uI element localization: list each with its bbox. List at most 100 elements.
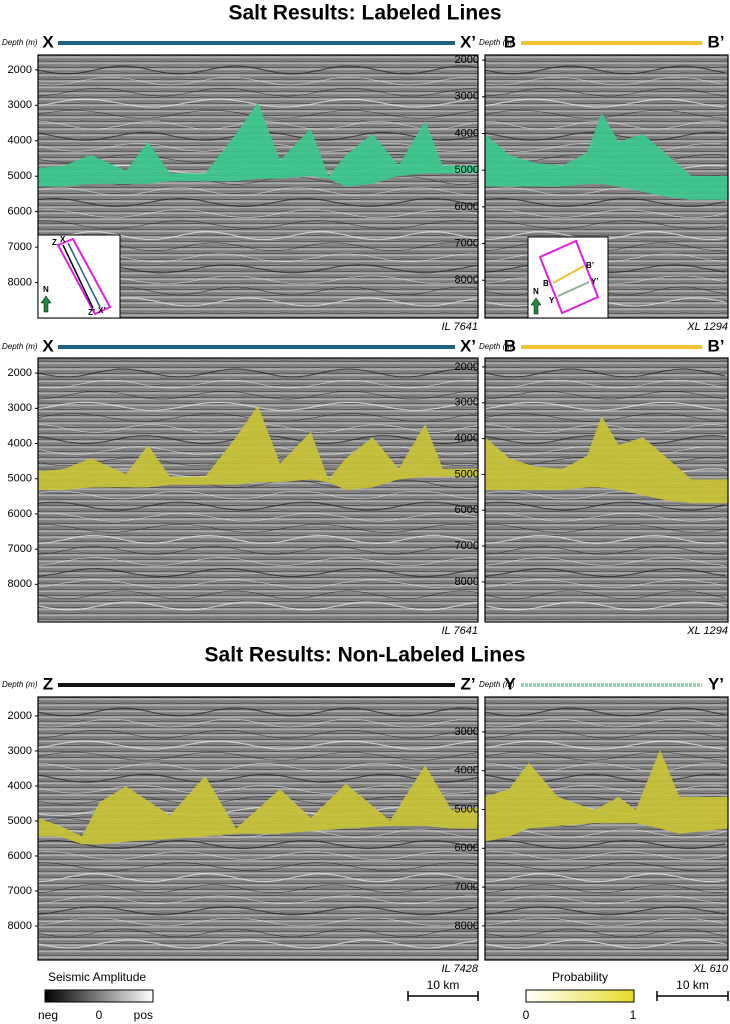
- panel-frame: [484, 696, 729, 961]
- depth-axis-label: Depth (m): [479, 342, 515, 351]
- reflector: [37, 379, 479, 389]
- colorbar: [44, 989, 154, 1003]
- reflector: [37, 198, 479, 208]
- reflector: [37, 76, 479, 86]
- line-end-label: B’: [708, 32, 725, 51]
- inset-label: Z’: [88, 308, 95, 317]
- depth-tick-label: 2000: [455, 54, 479, 66]
- depth-tick-label: 4000: [455, 433, 479, 445]
- reflector: [37, 862, 479, 871]
- seismic-image: [38, 358, 478, 622]
- inset-label: X: [60, 235, 66, 244]
- reflector: [484, 368, 726, 378]
- seismic-panel: Depth (m) Z Z’ 2000 3000 4000 5000 6000 7000 8000…: [2, 674, 479, 974]
- line-end-label: X’: [460, 336, 476, 355]
- line-start-label: X: [42, 32, 54, 51]
- depth-tick-label: 2000: [455, 361, 479, 373]
- depth-tick-label: 6000: [8, 850, 32, 862]
- depth-tick-label: 5000: [8, 473, 32, 485]
- reflector: [484, 729, 726, 739]
- line-end-label: Z’: [460, 674, 475, 693]
- reflector: [484, 590, 726, 600]
- depth-tick-label: 6000: [455, 201, 479, 213]
- depth-tick-label: 8000: [455, 920, 479, 932]
- reflector: [37, 740, 479, 750]
- reflector: [484, 546, 725, 555]
- depth-tick-label: 3000: [8, 99, 32, 111]
- inset-label: X’: [98, 306, 106, 315]
- reflector: [484, 534, 726, 544]
- reflector: [37, 773, 479, 783]
- depth-tick-label: 6000: [455, 842, 479, 854]
- inset-frame: [37, 234, 121, 319]
- location-inset: Z X Z’ X’ N: [37, 234, 121, 319]
- reflector: [484, 762, 726, 772]
- depth-tick-label: 5000: [455, 803, 479, 815]
- reflector: [37, 895, 479, 905]
- reflector: [37, 557, 479, 566]
- depth-axis-label: Depth (m): [2, 680, 38, 689]
- seismic-panel: Depth (m)B B’ 2000 3000 4000 5000 6000 7000 8000…: [455, 336, 729, 637]
- panel-frame: [484, 357, 729, 623]
- reflector: [484, 579, 726, 589]
- inset-label: B: [543, 279, 549, 288]
- depth-tick-label: 6000: [8, 206, 32, 218]
- line-z: [62, 244, 94, 309]
- reflector: [37, 87, 479, 97]
- salt-body: [485, 416, 728, 504]
- line-end-label: Y’: [708, 674, 724, 693]
- inset-frame: [527, 236, 609, 319]
- depth-tick-label: 3000: [8, 402, 32, 414]
- line-id: XL 610: [692, 963, 729, 975]
- reflector: [37, 501, 479, 511]
- legend-title: Probability: [552, 970, 608, 984]
- reflector: [37, 231, 479, 241]
- line-start-label: Z: [43, 674, 53, 693]
- reflector: [484, 873, 726, 883]
- reflector: [37, 512, 479, 522]
- reflector: [37, 390, 479, 400]
- depth-tick-label: 8000: [8, 578, 32, 590]
- reflector: [484, 840, 726, 850]
- depth-tick-label: 7000: [8, 241, 32, 253]
- salt-body: [38, 405, 478, 490]
- reflector: [484, 87, 726, 97]
- depth-tick-label: 3000: [455, 726, 479, 738]
- scale-bar: [656, 991, 729, 1001]
- reflector: [484, 65, 726, 75]
- depth-tick-label: 6000: [8, 508, 32, 520]
- reflector: [484, 209, 726, 218]
- line-end-label: B’: [708, 336, 725, 355]
- depth-tick-label: 5000: [455, 468, 479, 480]
- colorbar-label: 1: [630, 1008, 637, 1022]
- salt-body: [38, 765, 478, 845]
- reflector: [37, 209, 479, 218]
- reflector: [37, 729, 479, 739]
- reflector: [484, 198, 726, 208]
- reflector: [484, 740, 726, 750]
- colorbar-label: 0: [523, 1008, 530, 1022]
- depth-tick-label: 4000: [8, 135, 32, 147]
- reflector: [37, 906, 479, 916]
- reflector: [484, 851, 726, 860]
- reflector: [484, 601, 726, 611]
- section-title: Salt Results: Non-Labeled Lines: [205, 644, 526, 667]
- reflector: [37, 220, 479, 229]
- north-label: N: [43, 285, 49, 294]
- depth-tick-label: 3000: [455, 91, 479, 103]
- depth-tick-label: 7000: [8, 885, 32, 897]
- depth-tick-label: 4000: [455, 127, 479, 139]
- panel-frame: [37, 357, 479, 623]
- reflector: [484, 501, 726, 511]
- location-inset: B B’ Y Y’ N: [527, 236, 609, 319]
- depth-tick-label: 4000: [8, 437, 32, 449]
- reflector: [484, 401, 726, 411]
- reflector: [484, 379, 726, 389]
- reflector: [37, 523, 479, 533]
- reflector: [37, 568, 479, 578]
- seismic-panel: Depth (m)Y Y’ 3000 4000 5000 6000 7000 8000 XL 6…: [455, 674, 729, 974]
- depth-tick-label: 4000: [455, 765, 479, 777]
- salt-body: [38, 102, 478, 187]
- reflector: [37, 928, 479, 938]
- depth-tick-label: 7000: [455, 237, 479, 249]
